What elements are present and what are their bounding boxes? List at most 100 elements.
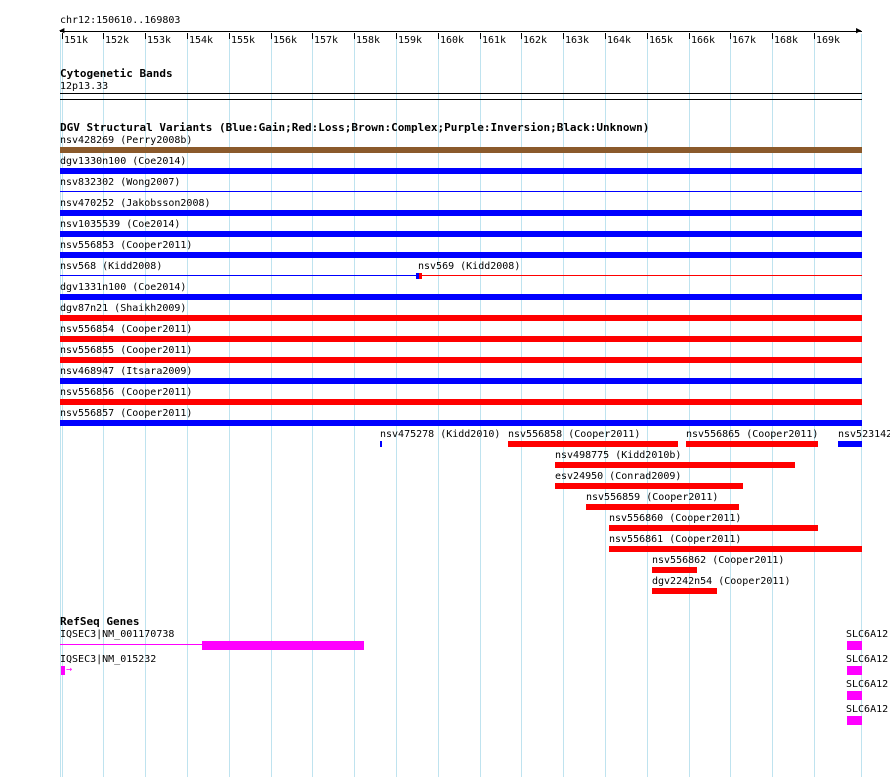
variant-bar[interactable]: [60, 147, 862, 153]
ruler-tick: [145, 33, 146, 39]
variant-label[interactable]: nsv556855 (Cooper2011): [60, 345, 193, 356]
ruler-tick-label: 155k: [231, 35, 256, 46]
variant-label[interactable]: nsv556861 (Cooper2011): [609, 534, 742, 545]
variant-bar[interactable]: [60, 191, 862, 192]
variant-bar[interactable]: [652, 588, 717, 594]
strand-arrow-icon: →: [66, 664, 73, 675]
variant-bar[interactable]: [419, 275, 862, 276]
ruler-right-arrow-icon: ▶: [856, 26, 862, 36]
ruler-tick: [438, 33, 439, 39]
gene-intron-line: [60, 644, 202, 645]
variant-bar[interactable]: [609, 525, 818, 531]
ruler-tick: [271, 33, 272, 39]
ruler-tick-label: 152k: [105, 35, 130, 46]
variant-label[interactable]: nsv568 (Kidd2008): [60, 261, 163, 272]
grid-line: [62, 34, 63, 777]
variant-bar[interactable]: [686, 441, 818, 447]
track-title-cytobands[interactable]: Cytogenetic Bands: [60, 67, 173, 80]
gene-label[interactable]: SLC6A12: [846, 629, 889, 640]
gene-exon-block[interactable]: [61, 666, 65, 675]
variant-label[interactable]: nsv1035539 (Coe2014): [60, 219, 181, 230]
variant-label[interactable]: nsv556853 (Cooper2011): [60, 240, 193, 251]
variant-label[interactable]: nsv470252 (Jakobsson2008): [60, 198, 211, 209]
variant-bar[interactable]: [60, 420, 862, 426]
variant-bar[interactable]: [60, 252, 862, 258]
ruler-tick-label: 160k: [440, 35, 465, 46]
gene-label[interactable]: SLC6A12: [846, 679, 889, 690]
gene-exon-block[interactable]: [847, 666, 862, 675]
gene-exon-block[interactable]: [202, 641, 364, 650]
grid-line: [647, 34, 648, 777]
ruler-tick-label: 151k: [64, 35, 89, 46]
ruler-tick-label: 162k: [523, 35, 548, 46]
ruler-tick: [772, 33, 773, 39]
gene-exon-block[interactable]: [847, 641, 862, 650]
ruler-tick: [521, 33, 522, 39]
track-title-dgv[interactable]: DGV Structural Variants (Blue:Gain;Red:L…: [60, 121, 650, 134]
variant-label[interactable]: nsv556856 (Cooper2011): [60, 387, 193, 398]
variant-label[interactable]: nsv556858 (Cooper2011): [508, 429, 641, 440]
variant-bar[interactable]: [60, 210, 862, 216]
ruler-tick-label: 153k: [147, 35, 172, 46]
variant-label[interactable]: dgv1331n100 (Coe2014): [60, 282, 187, 293]
ruler-tick-label: 166k: [691, 35, 716, 46]
gene-label[interactable]: SLC6A12: [846, 704, 889, 715]
variant-bar[interactable]: [380, 441, 382, 447]
variant-bar[interactable]: [838, 441, 862, 447]
variant-bar[interactable]: [652, 567, 697, 573]
variant-bar[interactable]: [555, 462, 795, 468]
variant-bar[interactable]: [60, 357, 862, 363]
variant-label[interactable]: nsv832302 (Wong2007): [60, 177, 181, 188]
variant-label[interactable]: nsv475278 (Kidd2010): [380, 429, 501, 440]
variant-exon-block[interactable]: [419, 273, 422, 279]
gene-label[interactable]: IQSEC3|NM_015232: [60, 654, 157, 665]
grid-line: [312, 34, 313, 777]
variant-label[interactable]: dgv2242n54 (Cooper2011): [652, 576, 791, 587]
variant-label[interactable]: nsv556860 (Cooper2011): [609, 513, 742, 524]
gene-label[interactable]: IQSEC3|NM_001170738: [60, 629, 175, 640]
variant-bar[interactable]: [60, 275, 417, 276]
variant-label[interactable]: dgv87n21 (Shaikh2009): [60, 303, 187, 314]
variant-bar[interactable]: [60, 231, 862, 237]
variant-label[interactable]: nsv428269 (Perry2008b): [60, 135, 193, 146]
variant-label[interactable]: nsv556862 (Cooper2011): [652, 555, 785, 566]
variant-label[interactable]: nsv498775 (Kidd2010b): [555, 450, 682, 461]
variant-bar[interactable]: [609, 546, 862, 552]
gene-label[interactable]: SLC6A12: [846, 654, 889, 665]
variant-bar[interactable]: [60, 399, 862, 405]
grid-line: [271, 34, 272, 777]
grid-line: [730, 34, 731, 777]
grid-line: [563, 34, 564, 777]
variant-label[interactable]: nsv523142: [838, 429, 890, 440]
variant-bar[interactable]: [508, 441, 678, 447]
variant-bar[interactable]: [555, 483, 743, 489]
ruler-tick-label: 164k: [607, 35, 632, 46]
variant-bar[interactable]: [60, 315, 862, 321]
gene-exon-block[interactable]: [847, 691, 862, 700]
variant-label[interactable]: nsv556865 (Cooper2011): [686, 429, 819, 440]
variant-bar[interactable]: [60, 168, 862, 174]
ruler-tick: [187, 33, 188, 39]
ruler-tick-label: 167k: [732, 35, 757, 46]
variant-exon-block[interactable]: [416, 273, 419, 279]
ruler-tick: [689, 33, 690, 39]
ruler-tick-label: 161k: [482, 35, 507, 46]
grid-line: [103, 34, 104, 777]
variant-bar[interactable]: [60, 336, 862, 342]
variant-label[interactable]: esv24950 (Conrad2009): [555, 471, 682, 482]
variant-label[interactable]: nsv556854 (Cooper2011): [60, 324, 193, 335]
track-title-refseq[interactable]: RefSeq Genes: [60, 615, 140, 628]
variant-label[interactable]: nsv569 (Kidd2008): [418, 261, 521, 272]
gene-exon-block[interactable]: [847, 716, 862, 725]
variant-bar[interactable]: [60, 294, 862, 300]
variant-label[interactable]: dgv1330n100 (Coe2014): [60, 156, 187, 167]
variant-label[interactable]: nsv556859 (Cooper2011): [586, 492, 719, 503]
grid-line: [480, 34, 481, 777]
ruler-region-label: chr12:150610..169803: [60, 15, 181, 26]
variant-label[interactable]: nsv556857 (Cooper2011): [60, 408, 193, 419]
grid-line: [396, 34, 397, 777]
ruler-tick: [563, 33, 564, 39]
variant-bar[interactable]: [586, 504, 739, 510]
variant-bar[interactable]: [60, 378, 862, 384]
variant-label[interactable]: nsv468947 (Itsara2009): [60, 366, 193, 377]
